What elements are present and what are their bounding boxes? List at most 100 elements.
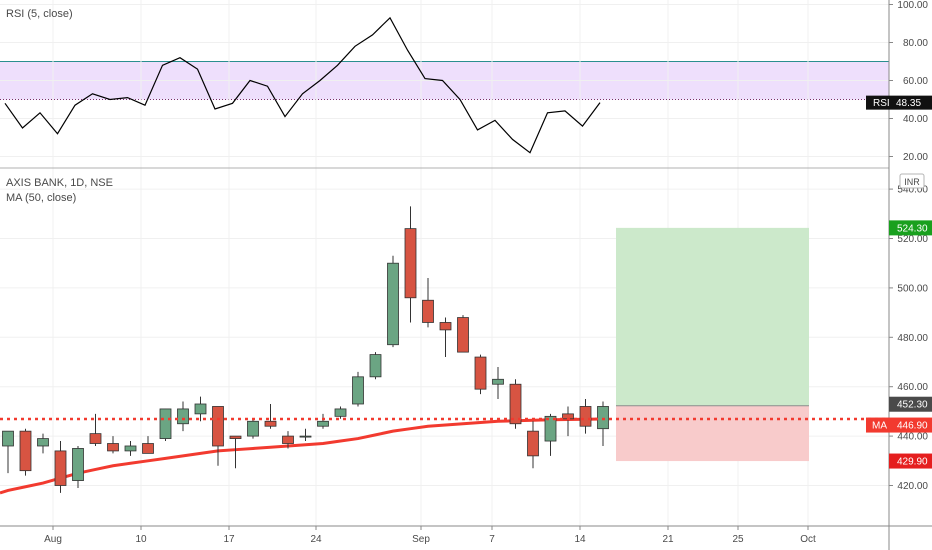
candle[interactable] xyxy=(89,413,102,446)
stop-zone[interactable] xyxy=(616,405,809,462)
candle[interactable] xyxy=(352,371,364,407)
candle[interactable] xyxy=(194,396,207,422)
time-tick-label: Oct xyxy=(800,534,816,545)
candle-body xyxy=(404,228,417,299)
candle[interactable] xyxy=(142,436,154,454)
target-price-tag: 524.30 xyxy=(889,220,932,236)
candle[interactable] xyxy=(474,354,487,395)
ma-line xyxy=(0,417,604,495)
candle[interactable] xyxy=(334,406,347,419)
candle[interactable] xyxy=(124,441,137,456)
candle[interactable] xyxy=(509,379,522,429)
currency-badge[interactable] xyxy=(899,173,925,189)
candle-body xyxy=(579,406,592,427)
candle-body xyxy=(492,378,504,385)
candle[interactable] xyxy=(369,352,382,380)
candle[interactable] xyxy=(282,431,294,449)
candle-body xyxy=(2,430,14,447)
rsi-value-tag: RSI 48.35 xyxy=(866,95,932,110)
candle-body xyxy=(422,299,434,323)
candle-body xyxy=(509,383,522,425)
rsi-legend[interactable]: RSI (5, close) xyxy=(6,8,73,20)
candle-body xyxy=(229,435,242,439)
candle[interactable] xyxy=(107,436,119,454)
candle[interactable] xyxy=(247,418,259,439)
last-price-value: 452.30 xyxy=(897,400,928,411)
candle[interactable] xyxy=(19,428,32,476)
time-tick-label: 21 xyxy=(662,534,674,545)
candle[interactable] xyxy=(37,433,49,454)
candle-body xyxy=(282,435,294,444)
candle-body xyxy=(317,420,329,427)
currency-label: INR xyxy=(904,177,920,187)
candle-body xyxy=(89,433,102,444)
last-price-tag: 452.30 xyxy=(889,396,932,412)
time-tick-label: 14 xyxy=(574,534,586,545)
price-tick-label: 520.00 xyxy=(897,234,928,245)
candle[interactable] xyxy=(54,441,67,493)
rsi-tick-label: 80.00 xyxy=(903,38,928,49)
time-scale[interactable]: Aug 10 17 24 Sep 7 14 21 25 Oct xyxy=(44,526,816,545)
price-scale[interactable]: 540.00 520.00 500.00 480.00 460.00 440.00 420.… xyxy=(889,185,928,492)
candle-body xyxy=(72,448,84,481)
rsi-tick-label: 40.00 xyxy=(903,114,928,125)
candle[interactable] xyxy=(2,430,14,474)
ma-legend[interactable]: MA (50, close) xyxy=(6,192,76,204)
candle-body xyxy=(457,317,469,353)
candle[interactable] xyxy=(439,317,452,358)
rsi-scale[interactable]: 100.00 80.00 60.00 40.00 20.00 xyxy=(889,0,928,163)
rsi-tick-label: 60.00 xyxy=(903,76,928,87)
candle-body xyxy=(439,322,452,331)
price-tick-label: 540.00 xyxy=(897,185,928,196)
candle[interactable] xyxy=(72,445,84,488)
time-tick-label: 17 xyxy=(223,534,235,545)
candle-body xyxy=(19,430,32,472)
candle[interactable] xyxy=(457,315,469,353)
candle[interactable] xyxy=(159,408,172,442)
candle[interactable] xyxy=(527,421,539,469)
ma-tag-value: 446.90 xyxy=(897,421,928,432)
candle-body xyxy=(334,408,347,417)
ma-value-tag: MA 446.90 xyxy=(866,417,932,433)
candle[interactable] xyxy=(422,278,434,328)
candle-body xyxy=(142,443,154,454)
candle[interactable] xyxy=(264,403,277,429)
candle-body xyxy=(107,443,119,452)
price-tick-label: 500.00 xyxy=(897,283,928,294)
target-zone[interactable] xyxy=(616,227,809,406)
candle-series xyxy=(2,206,609,493)
candle-body xyxy=(527,430,539,457)
candle-body xyxy=(212,406,224,447)
rsi-tag-label: RSI xyxy=(873,98,890,109)
price-tick-label: 440.00 xyxy=(897,432,928,443)
time-tick-label: 10 xyxy=(135,534,147,545)
candle-body xyxy=(299,435,312,438)
candle[interactable] xyxy=(404,206,417,323)
candle[interactable] xyxy=(544,413,557,456)
candle[interactable] xyxy=(177,401,189,432)
price-tick-label: 460.00 xyxy=(897,382,928,393)
candle[interactable] xyxy=(299,428,312,442)
time-tick-label: 24 xyxy=(310,534,322,545)
candle-body xyxy=(369,354,382,378)
candle[interactable] xyxy=(492,366,504,400)
candle[interactable] xyxy=(387,255,399,348)
rsi-grid xyxy=(0,0,889,168)
candle[interactable] xyxy=(229,435,242,469)
candle[interactable] xyxy=(317,413,329,429)
moving-average-series xyxy=(0,417,604,495)
candle-body xyxy=(474,356,487,390)
time-tick-label: Sep xyxy=(412,534,430,545)
stop-price-tag: 429.90 xyxy=(889,453,932,469)
candle-body xyxy=(54,450,67,486)
candle-body xyxy=(159,408,172,439)
chart-title[interactable]: AXIS BANK, 1D, NSE xyxy=(6,177,113,189)
candle-body xyxy=(387,262,399,346)
candle[interactable] xyxy=(212,406,224,466)
candle-body xyxy=(124,445,137,452)
candle[interactable] xyxy=(579,399,592,434)
time-tick-label: 25 xyxy=(732,534,744,545)
rsi-tag-value: 48.35 xyxy=(896,98,921,109)
candle[interactable] xyxy=(597,401,609,446)
